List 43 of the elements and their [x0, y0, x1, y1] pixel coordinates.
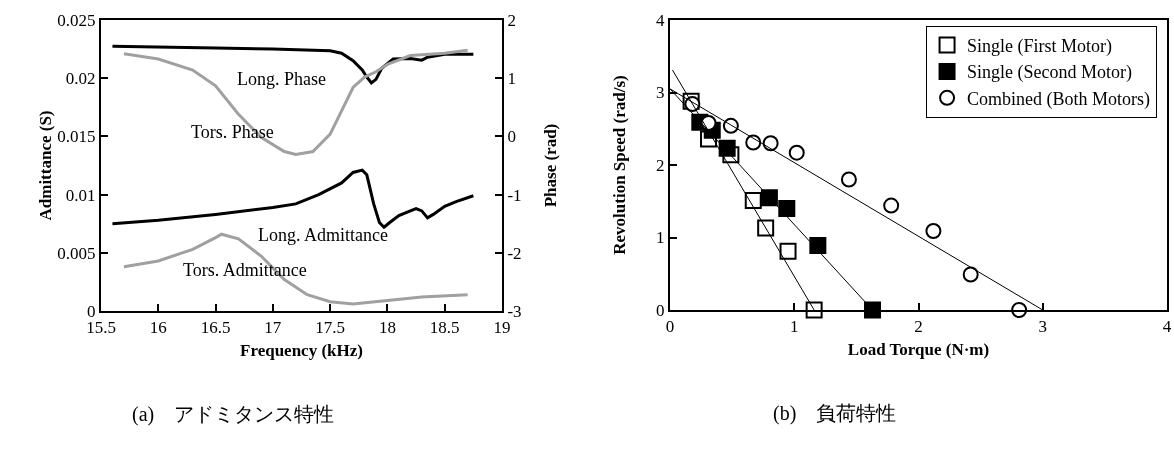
y-tick-label: 0 [87, 301, 96, 321]
y2-tick-label: 1 [507, 69, 516, 89]
x-tick-label: 18.5 [429, 318, 460, 338]
y2-tick-label: 2 [507, 10, 516, 30]
x-tick-label: 2 [914, 317, 923, 337]
x-tick-label: 18 [378, 318, 396, 338]
y-tick-label: 4 [656, 10, 666, 30]
y-tick-label: 0.02 [65, 69, 96, 89]
y2-tick-label: -3 [507, 301, 522, 321]
y2-tick-label: -2 [507, 243, 522, 263]
y-tick-label: 0.015 [57, 127, 96, 147]
y2-axis-title: Phase (rad) [540, 123, 560, 208]
x-tick-label: 4 [1162, 317, 1172, 337]
y2-tick-label: 0 [507, 127, 516, 147]
x-tick-label: 16.5 [200, 318, 231, 338]
series-label: Long. Phase [237, 69, 326, 89]
series-label: Tors. Admittance [183, 260, 307, 280]
y-tick-label: 0.005 [57, 243, 96, 263]
text: (b) 負荷特性 [773, 402, 897, 425]
x-tick-label: 17 [264, 318, 282, 338]
legend-label: Combined (Both Motors) [967, 88, 1151, 110]
x-axis-title: Load Torque (N·m) [847, 340, 990, 360]
x-tick-label: 19 [493, 318, 511, 338]
series-label: Long. Admittance [258, 225, 388, 245]
y-tick-label: 0.01 [65, 185, 96, 205]
y-tick-label: 0 [656, 300, 665, 320]
series-label: Tors. Phase [191, 122, 274, 142]
y-tick-label: 1 [656, 228, 665, 248]
text: (a) アドミタンス特性 [132, 403, 335, 426]
x-tick-label: 16 [149, 318, 167, 338]
y-tick-label: 0.025 [57, 10, 96, 30]
x-axis-title: Frequency (kHz) [240, 341, 363, 361]
y-axis-title: Admittance (S) [36, 110, 56, 221]
x-tick-label: 1 [790, 317, 799, 337]
y-tick-label: 3 [656, 83, 665, 103]
y-axis-title: Revolution Speed (rad/s) [610, 75, 629, 255]
legend-label: Single (Second Motor) [967, 62, 1133, 84]
y-tick-label: 2 [656, 155, 665, 175]
y2-tick-label: -1 [507, 185, 522, 205]
x-tick-label: 15.5 [86, 318, 116, 338]
x-tick-label: 17.5 [315, 318, 346, 338]
x-tick-label: 3 [1038, 317, 1047, 337]
legend-label: Single (First Motor) [967, 36, 1113, 58]
